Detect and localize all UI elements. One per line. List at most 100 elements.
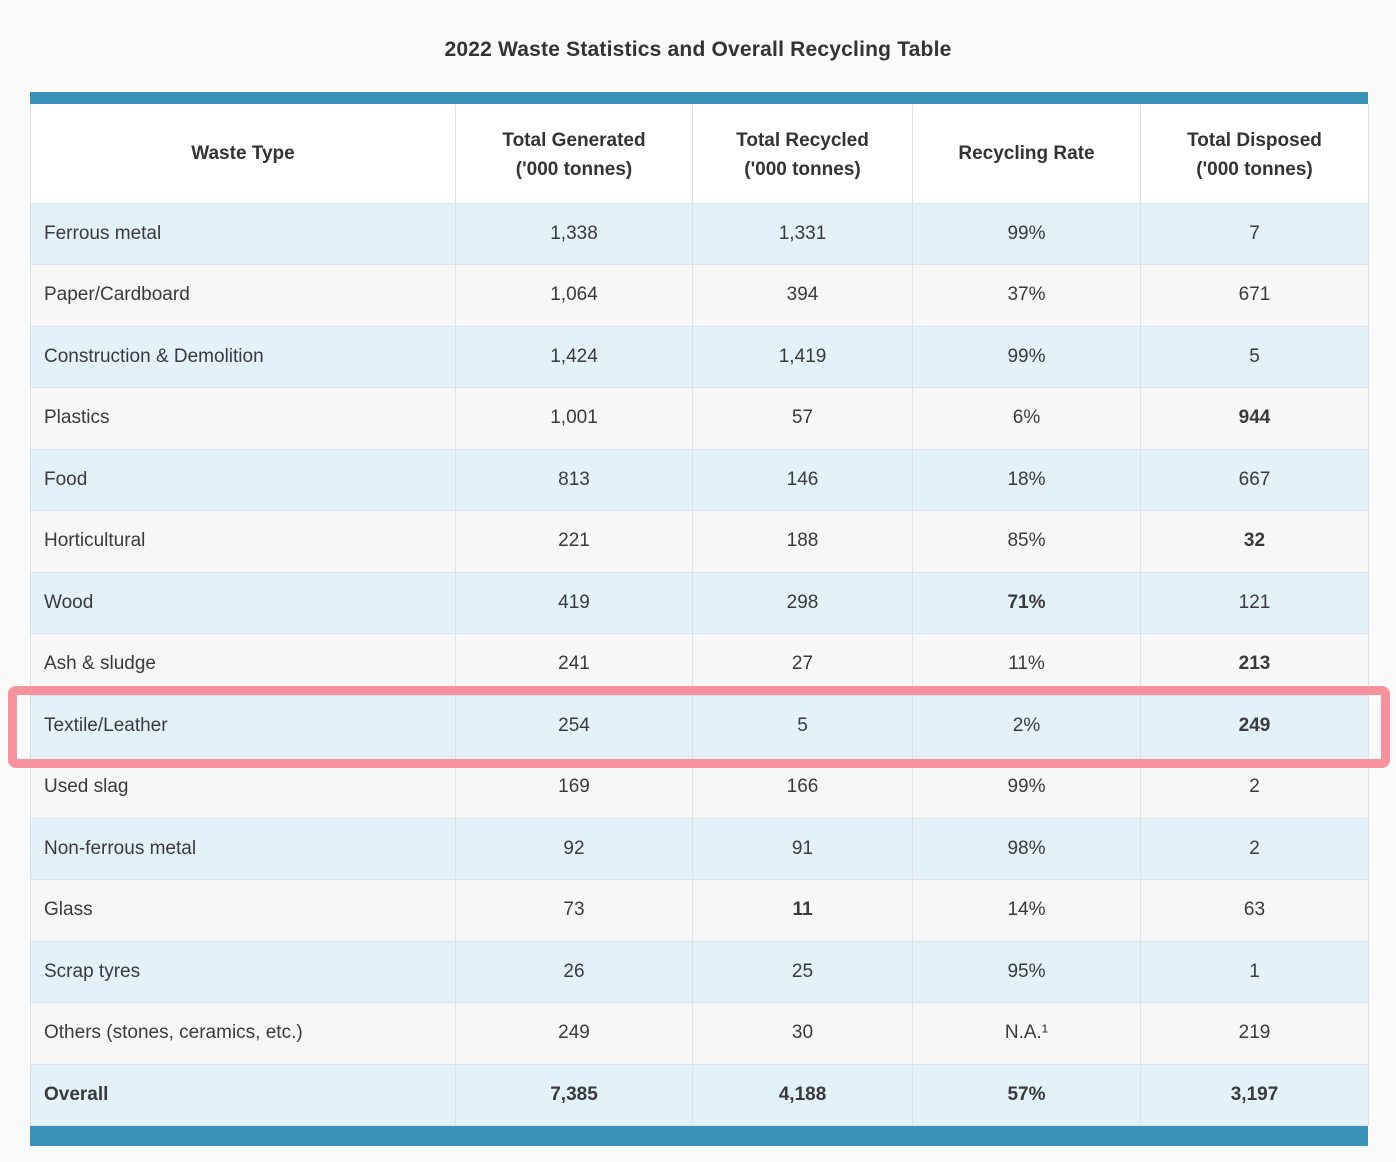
cell-waste-type: Used slag <box>30 756 456 819</box>
bottom-accent-bar <box>30 1126 1368 1146</box>
cell-recycled: 1,331 <box>692 202 913 265</box>
cell-recycled: 394 <box>692 264 913 327</box>
cell-disposed: 2 <box>1140 756 1369 819</box>
table-row: Non-ferrous metal 92 91 98% 2 <box>30 817 1369 880</box>
table-row: Overall 7,385 4,188 57% 3,197 <box>30 1063 1369 1126</box>
cell-generated: 1,064 <box>455 264 693 327</box>
waste-statistics-table-container: Waste Type Total Generated ('000 tonnes)… <box>30 92 1369 1146</box>
cell-waste-type: Construction & Demolition <box>30 325 456 388</box>
column-header-total-disposed: Total Disposed ('000 tonnes) <box>1140 104 1369 204</box>
cell-generated: 1,338 <box>455 202 693 265</box>
cell-recycled: 5 <box>692 694 913 757</box>
table-row: Paper/Cardboard 1,064 394 37% 671 <box>30 264 1369 327</box>
cell-disposed: 7 <box>1140 202 1369 265</box>
cell-generated: 419 <box>455 571 693 634</box>
cell-waste-type: Others (stones, ceramics, etc.) <box>30 1002 456 1065</box>
cell-generated: 1,001 <box>455 387 693 450</box>
column-header-waste-type: Waste Type <box>30 104 456 204</box>
cell-disposed: 1 <box>1140 940 1369 1003</box>
cell-generated: 241 <box>455 633 693 696</box>
page-title: 2022 Waste Statistics and Overall Recycl… <box>444 38 952 61</box>
cell-recycled: 188 <box>692 510 913 573</box>
column-header-recycling-rate: Recycling Rate <box>912 104 1141 204</box>
table-row: Used slag 169 166 99% 2 <box>30 756 1369 819</box>
table-row: Construction & Demolition 1,424 1,419 99% 5 <box>30 325 1369 388</box>
cell-recycled: 30 <box>692 1002 913 1065</box>
cell-disposed: 2 <box>1140 817 1369 880</box>
table-header: Waste Type Total Generated ('000 tonnes)… <box>30 104 1369 204</box>
table-row: Ferrous metal 1,338 1,331 99% 7 <box>30 202 1369 265</box>
cell-recycled: 27 <box>692 633 913 696</box>
cell-recycled: 11 <box>692 879 913 942</box>
cell-generated: 221 <box>455 510 693 573</box>
cell-rate: 95% <box>912 940 1141 1003</box>
cell-rate: 18% <box>912 448 1141 511</box>
cell-disposed: 3,197 <box>1140 1063 1369 1126</box>
cell-waste-type: Non-ferrous metal <box>30 817 456 880</box>
table-body: Ferrous metal 1,338 1,331 99% 7 Paper/Cardboa… <box>30 202 1369 1126</box>
cell-recycled: 57 <box>692 387 913 450</box>
cell-rate: 99% <box>912 202 1141 265</box>
cell-disposed: 249 <box>1140 694 1369 757</box>
cell-rate: 57% <box>912 1063 1141 1126</box>
cell-rate: 85% <box>912 510 1141 573</box>
table-row: Plastics 1,001 57 6% 944 <box>30 387 1369 450</box>
cell-generated: 813 <box>455 448 693 511</box>
cell-generated: 1,424 <box>455 325 693 388</box>
cell-disposed: 671 <box>1140 264 1369 327</box>
cell-recycled: 25 <box>692 940 913 1003</box>
cell-rate: 6% <box>912 387 1141 450</box>
cell-generated: 26 <box>455 940 693 1003</box>
table-row: Ash & sludge 241 27 11% 213 <box>30 633 1369 696</box>
cell-waste-type: Ferrous metal <box>30 202 456 265</box>
cell-rate: N.A.¹ <box>912 1002 1141 1065</box>
cell-disposed: 213 <box>1140 633 1369 696</box>
cell-rate: 99% <box>912 325 1141 388</box>
cell-generated: 73 <box>455 879 693 942</box>
cell-recycled: 166 <box>692 756 913 819</box>
cell-waste-type: Overall <box>30 1063 456 1126</box>
cell-recycled: 91 <box>692 817 913 880</box>
top-accent-bar <box>30 92 1368 104</box>
cell-recycled: 298 <box>692 571 913 634</box>
cell-disposed: 667 <box>1140 448 1369 511</box>
cell-waste-type: Horticultural <box>30 510 456 573</box>
cell-waste-type: Paper/Cardboard <box>30 264 456 327</box>
cell-disposed: 121 <box>1140 571 1369 634</box>
cell-waste-type: Ash & sludge <box>30 633 456 696</box>
cell-disposed: 5 <box>1140 325 1369 388</box>
cell-rate: 37% <box>912 264 1141 327</box>
table-row: Horticultural 221 188 85% 32 <box>30 510 1369 573</box>
cell-generated: 7,385 <box>455 1063 693 1126</box>
cell-generated: 169 <box>455 756 693 819</box>
cell-disposed: 63 <box>1140 879 1369 942</box>
table-row: Others (stones, ceramics, etc.) 249 30 N.A.… <box>30 1002 1369 1065</box>
cell-disposed: 219 <box>1140 1002 1369 1065</box>
table-row: Food 813 146 18% 667 <box>30 448 1369 511</box>
cell-rate: 14% <box>912 879 1141 942</box>
waste-statistics-table: Waste Type Total Generated ('000 tonnes)… <box>30 104 1369 1126</box>
cell-disposed: 32 <box>1140 510 1369 573</box>
table-row: Glass 73 11 14% 63 <box>30 879 1369 942</box>
table-row: Textile/Leather 254 5 2% 249 <box>30 694 1369 757</box>
header-row: Waste Type Total Generated ('000 tonnes)… <box>30 104 1369 204</box>
cell-rate: 2% <box>912 694 1141 757</box>
cell-rate: 98% <box>912 817 1141 880</box>
cell-rate: 99% <box>912 756 1141 819</box>
cell-waste-type: Wood <box>30 571 456 634</box>
cell-disposed: 944 <box>1140 387 1369 450</box>
cell-generated: 92 <box>455 817 693 880</box>
cell-waste-type: Plastics <box>30 387 456 450</box>
column-header-total-generated: Total Generated ('000 tonnes) <box>455 104 693 204</box>
cell-rate: 71% <box>912 571 1141 634</box>
cell-waste-type: Scrap tyres <box>30 940 456 1003</box>
column-header-total-recycled: Total Recycled ('000 tonnes) <box>692 104 913 204</box>
table-row: Scrap tyres 26 25 95% 1 <box>30 940 1369 1003</box>
cell-recycled: 146 <box>692 448 913 511</box>
cell-generated: 249 <box>455 1002 693 1065</box>
cell-waste-type: Glass <box>30 879 456 942</box>
cell-generated: 254 <box>455 694 693 757</box>
table-row: Wood 419 298 71% 121 <box>30 571 1369 634</box>
cell-waste-type: Food <box>30 448 456 511</box>
cell-recycled: 1,419 <box>692 325 913 388</box>
